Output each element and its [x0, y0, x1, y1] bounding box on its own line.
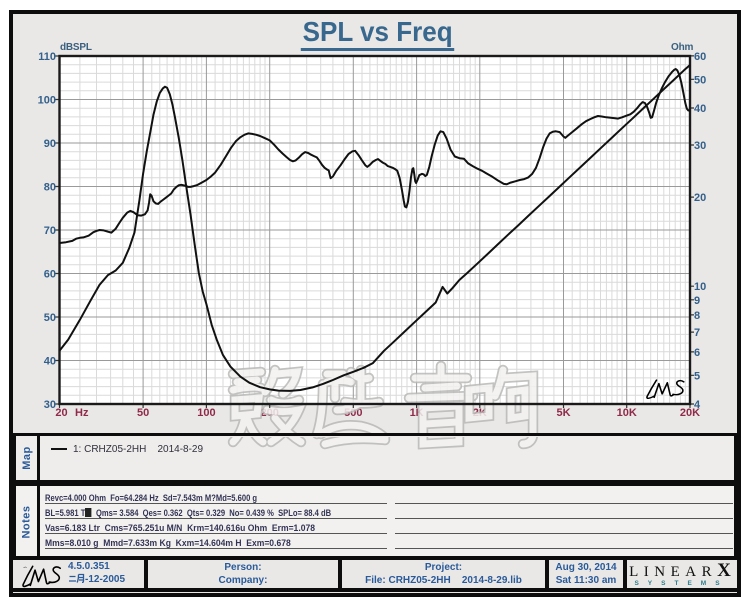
svg-text:4: 4 [694, 399, 701, 411]
svg-text:80: 80 [44, 182, 56, 194]
svg-text:60: 60 [44, 269, 56, 281]
svg-text:5: 5 [694, 370, 700, 382]
svg-text:9: 9 [694, 295, 700, 307]
svg-text:10: 10 [694, 281, 706, 293]
svg-text:100: 100 [197, 407, 215, 419]
svg-text:40: 40 [694, 103, 706, 115]
svg-text:10K: 10K [617, 407, 637, 419]
svg-text:5K: 5K [556, 407, 570, 419]
svg-text:dBSPL: dBSPL [60, 42, 92, 53]
svg-text:30: 30 [694, 140, 706, 152]
svg-text:70: 70 [44, 225, 56, 237]
svg-text:30: 30 [44, 399, 56, 411]
svg-text:90: 90 [44, 138, 56, 150]
svg-text:Hz: Hz [75, 407, 89, 419]
svg-text:20K: 20K [680, 407, 700, 419]
svg-text:7: 7 [694, 327, 700, 339]
svg-text:110: 110 [38, 51, 56, 63]
svg-text:50: 50 [137, 407, 149, 419]
svg-text:20: 20 [55, 407, 67, 419]
svg-text:100: 100 [38, 95, 56, 107]
svg-text:60: 60 [694, 51, 706, 63]
svg-text:40: 40 [44, 356, 56, 368]
svg-text:20: 20 [694, 192, 706, 204]
svg-text:50: 50 [694, 74, 706, 86]
svg-text:Ohm: Ohm [671, 42, 693, 53]
svg-text:6: 6 [694, 347, 700, 359]
svg-text:8: 8 [694, 310, 700, 322]
svg-text:50: 50 [44, 312, 56, 324]
